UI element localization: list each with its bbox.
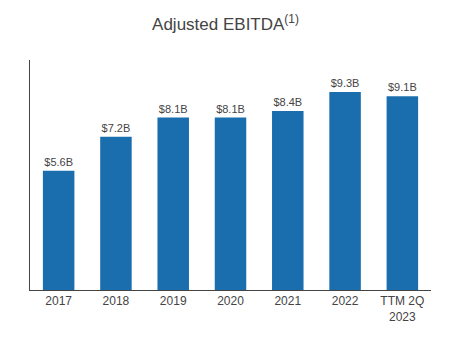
- svg-text:$9.1B: $9.1B: [388, 81, 417, 93]
- svg-text:2021: 2021: [274, 294, 301, 308]
- svg-text:$9.3B: $9.3B: [331, 77, 360, 89]
- svg-text:2018: 2018: [103, 294, 130, 308]
- svg-text:2020: 2020: [217, 294, 244, 308]
- svg-text:2022: 2022: [332, 294, 359, 308]
- svg-text:$8.1B: $8.1B: [216, 103, 245, 115]
- svg-text:$7.2B: $7.2B: [102, 122, 131, 134]
- svg-text:TTM 2Q2023: TTM 2Q2023: [380, 294, 424, 324]
- svg-text:2017: 2017: [45, 294, 72, 308]
- svg-text:Adjusted EBITDA​(1)​: Adjusted EBITDA​(1)​: [152, 12, 299, 34]
- svg-text:$8.1B: $8.1B: [159, 103, 188, 115]
- svg-text:$5.6B: $5.6B: [44, 156, 73, 168]
- svg-text:$8.4B: $8.4B: [273, 96, 302, 108]
- svg-text:2019: 2019: [160, 294, 187, 308]
